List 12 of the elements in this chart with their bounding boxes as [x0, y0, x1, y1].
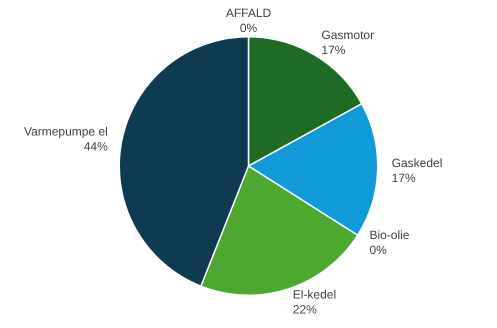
- text: 0%: [369, 243, 387, 258]
- data-label: 44%: [84, 139, 108, 154]
- text: 0%: [240, 21, 258, 36]
- slice-label: Varmepumpe el: [24, 124, 108, 138]
- slice-label: Gaskedel: [392, 156, 442, 170]
- category-label: AFFALD: [226, 6, 272, 20]
- data-label: 17%: [392, 170, 416, 185]
- data-label: 17%: [321, 43, 346, 58]
- slice-label: Gasmotor: [321, 28, 374, 42]
- category-label: Bio-olie: [369, 228, 410, 242]
- data-label: 22%: [292, 302, 318, 317]
- slice-label: El-kedel: [292, 288, 336, 302]
